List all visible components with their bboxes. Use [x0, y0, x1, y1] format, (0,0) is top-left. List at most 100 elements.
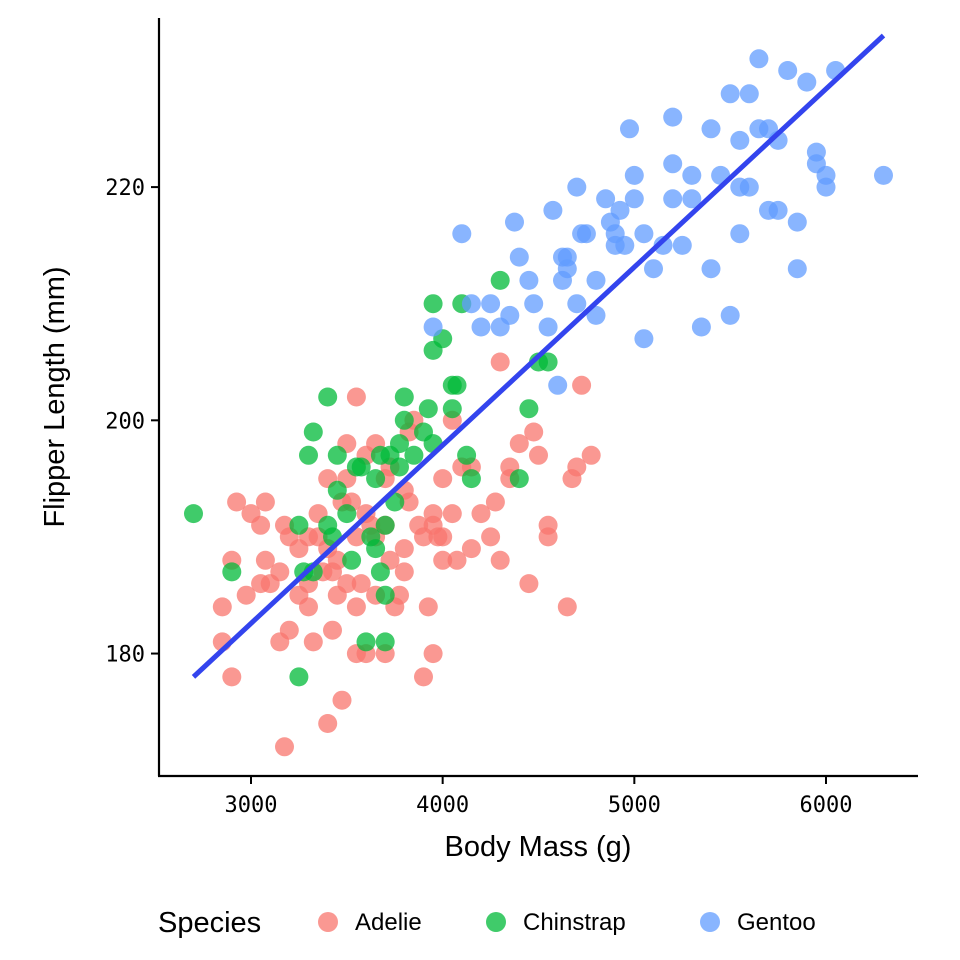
data-point-gentoo: [423, 317, 443, 337]
data-point-adelie: [394, 539, 414, 559]
data-point-chinstrap: [423, 294, 443, 314]
legend-key-adelie: [318, 912, 338, 932]
data-point-adelie: [433, 527, 453, 547]
data-point-gentoo: [461, 294, 481, 314]
data-point-gentoo: [730, 177, 750, 197]
data-point-gentoo: [576, 224, 596, 244]
data-point-gentoo: [787, 212, 807, 232]
legend-item-gentoo: Gentoo: [700, 909, 816, 936]
data-point-chinstrap: [222, 562, 242, 582]
data-point-gentoo: [634, 224, 654, 244]
data-point-chinstrap: [327, 480, 347, 500]
data-point-chinstrap: [361, 527, 381, 547]
data-point-gentoo: [806, 154, 826, 174]
data-point-gentoo: [586, 270, 606, 290]
data-point-adelie: [481, 527, 501, 547]
x-axis-title: Body Mass (g): [445, 831, 632, 863]
x-tick-label: 6000: [800, 793, 853, 818]
data-point-chinstrap: [184, 504, 203, 524]
data-point-chinstrap: [404, 445, 424, 465]
data-point-chinstrap: [390, 434, 409, 454]
series-gentoo: [423, 49, 893, 395]
series-chinstrap: [184, 270, 558, 687]
data-point-adelie: [418, 597, 438, 617]
data-point-gentoo: [663, 107, 683, 127]
data-point-gentoo: [768, 200, 788, 220]
data-point-chinstrap: [289, 515, 309, 535]
data-point-chinstrap: [375, 632, 395, 652]
data-point-chinstrap: [519, 399, 539, 419]
data-point-adelie: [323, 620, 342, 640]
data-point-adelie: [519, 574, 539, 594]
data-point-adelie: [461, 539, 481, 559]
data-point-gentoo: [471, 317, 491, 337]
data-point-adelie: [346, 597, 366, 617]
data-point-gentoo: [634, 329, 654, 349]
data-point-chinstrap: [457, 445, 477, 465]
data-point-adelie: [303, 632, 323, 652]
data-point-gentoo: [505, 212, 524, 232]
data-point-gentoo: [481, 294, 501, 314]
y-tick-label: 220: [105, 176, 145, 201]
data-point-gentoo: [567, 177, 587, 197]
data-point-gentoo: [663, 154, 683, 174]
trend-line: [191, 33, 886, 679]
trend-line-layer: [191, 33, 886, 679]
data-point-adelie: [332, 690, 352, 710]
data-point-adelie: [327, 585, 347, 605]
data-point-adelie: [275, 737, 294, 757]
data-point-gentoo: [720, 84, 740, 104]
data-point-gentoo: [596, 189, 616, 209]
data-point-chinstrap: [342, 550, 362, 570]
y-axis-title: Flipper Length (mm): [39, 266, 71, 527]
data-point-gentoo: [720, 305, 740, 325]
data-point-adelie: [572, 375, 592, 395]
legend-label-chinstrap: Chinstrap: [523, 909, 626, 936]
data-point-gentoo: [749, 119, 769, 139]
data-point-chinstrap: [447, 375, 467, 395]
data-point-adelie: [433, 550, 453, 570]
data-point-gentoo: [701, 119, 721, 139]
data-points: [184, 49, 893, 757]
data-point-gentoo: [730, 130, 750, 150]
data-point-adelie: [538, 527, 558, 547]
legend-title: Species: [158, 907, 261, 939]
data-point-gentoo: [538, 317, 558, 337]
data-point-adelie: [557, 597, 577, 617]
y-axis-ticks: 180 200 220: [105, 176, 159, 668]
data-point-adelie: [270, 562, 290, 582]
data-point-adelie: [581, 445, 601, 465]
data-point-chinstrap: [390, 457, 409, 477]
y-tick-label: 200: [105, 409, 145, 434]
data-point-adelie: [414, 667, 433, 687]
data-point-adelie: [346, 387, 366, 407]
data-point-chinstrap: [461, 469, 481, 489]
data-point-chinstrap: [327, 445, 347, 465]
data-point-chinstrap: [394, 387, 414, 407]
data-point-adelie: [490, 352, 510, 372]
data-point-gentoo: [730, 224, 750, 244]
data-point-gentoo: [749, 49, 769, 69]
data-point-adelie: [251, 515, 271, 535]
data-point-gentoo: [739, 84, 759, 104]
data-point-gentoo: [644, 259, 663, 279]
data-point-gentoo: [787, 259, 807, 279]
data-point-gentoo: [586, 305, 606, 325]
legend-label-adelie: Adelie: [355, 909, 422, 936]
data-point-chinstrap: [370, 562, 390, 582]
data-point-gentoo: [620, 119, 639, 139]
data-point-gentoo: [797, 72, 817, 92]
data-point-adelie: [394, 562, 414, 582]
data-point-chinstrap: [394, 410, 414, 430]
data-point-gentoo: [682, 189, 702, 209]
data-point-adelie: [212, 597, 232, 617]
data-point-adelie: [442, 504, 462, 524]
data-point-adelie: [255, 550, 275, 570]
data-point-adelie: [471, 504, 491, 524]
data-point-chinstrap: [289, 667, 309, 687]
data-point-adelie: [318, 714, 338, 733]
data-point-adelie: [485, 492, 505, 512]
data-point-adelie: [524, 422, 544, 442]
data-point-adelie: [390, 585, 409, 605]
